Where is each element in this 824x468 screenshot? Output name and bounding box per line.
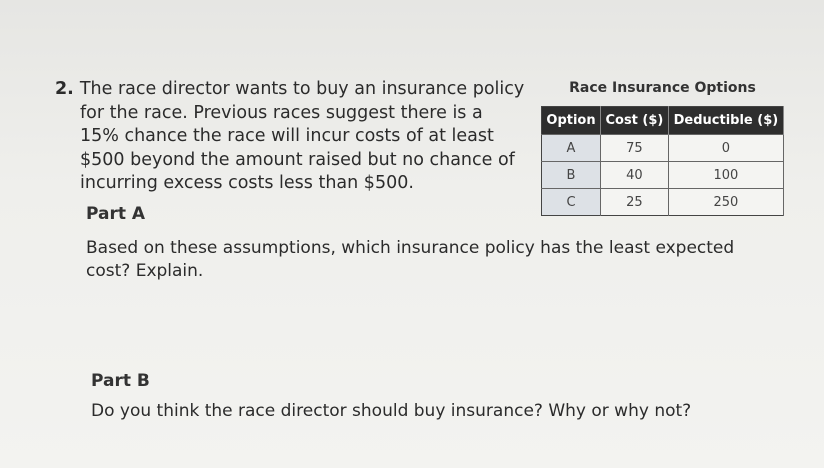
question-line: for the race. Previous races suggest the… [80,102,483,123]
deductible-cell: 100 [668,161,785,189]
part-a-label: Part A [86,204,146,224]
question-number: 2. [55,79,74,99]
column-header: Deductible ($) [668,106,785,135]
deductible-cell: 250 [668,188,785,216]
option-cell: C [541,188,602,216]
question-line: The race director wants to buy an insura… [79,79,525,99]
cost-cell: 40 [600,161,669,189]
insurance-options-table: Option Cost ($) Deductible ($) A 75 0 B … [541,106,785,216]
part-a-line: cost? Explain. [86,261,204,281]
table-title: Race Insurance Options [569,80,756,96]
part-a-question: Based on these assumptions, which insura… [86,237,734,283]
table-row: A 75 0 [541,134,785,162]
question-line: incurring excess costs less than $500. [80,173,414,193]
question-text: 2. The race director wants to buy an insu… [55,78,535,196]
column-header: Option [541,106,602,135]
question-line: $500 beyond the amount raised but no cha… [80,149,515,170]
option-cell: B [541,161,602,189]
part-b-label: Part B [91,371,150,391]
table-row: C 25 250 [541,188,785,216]
option-cell: A [541,134,602,162]
deductible-cell: 0 [668,134,785,162]
column-header: Cost ($) [600,106,669,135]
cost-cell: 75 [600,134,669,162]
table-row: B 40 100 [541,161,785,189]
question-line: 15% chance the race will incur costs of … [80,126,494,146]
table-header-row: Option Cost ($) Deductible ($) [541,106,785,135]
part-b-question: Do you think the race director should bu… [91,401,692,421]
part-a-line: Based on these assumptions, which insura… [86,238,735,258]
cost-cell: 25 [600,188,669,216]
